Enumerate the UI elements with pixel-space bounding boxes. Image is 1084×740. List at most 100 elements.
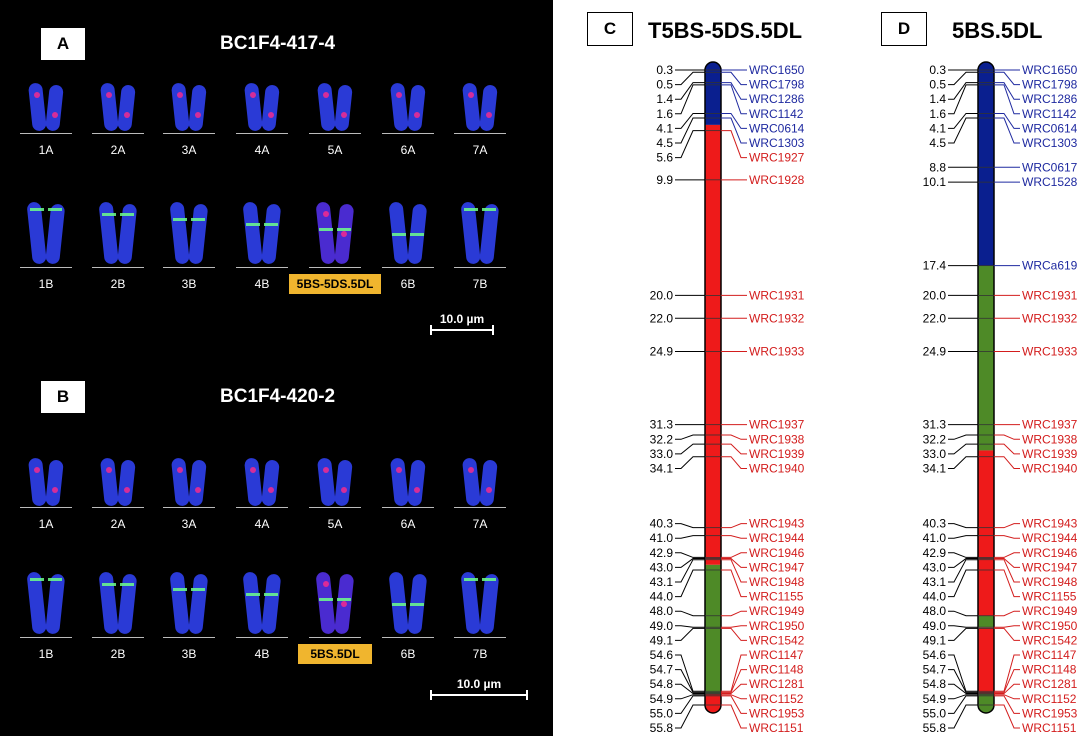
marker-position-connector	[948, 456, 978, 469]
chromosome-underline	[382, 637, 434, 638]
marker-position-label: 33.0	[923, 447, 947, 461]
marker-position-connector	[948, 535, 978, 539]
panel-d-label: D	[881, 12, 927, 46]
marker-position-label: 31.3	[923, 418, 947, 432]
marker-name-label: WRC1953	[749, 706, 805, 720]
marker-name-label: WRC1303	[749, 136, 805, 150]
marker-name-connector	[994, 610, 1020, 617]
marker-position-connector	[675, 552, 705, 558]
marker-name-connector	[721, 84, 747, 115]
chromosome-label: 7B	[472, 277, 488, 291]
chromosome-label: 2B	[110, 647, 126, 661]
marker-name-label: WRC1950	[1022, 619, 1078, 633]
marker-position-label: 24.9	[650, 344, 674, 358]
marker-position-connector	[948, 610, 978, 617]
marker-name-label: WRC1151	[1022, 721, 1077, 735]
marker-position-label: 10.1	[923, 175, 947, 189]
marker-position-label: 32.2	[650, 432, 674, 446]
marker-position-connector	[675, 558, 705, 568]
marker-name-label: WRC1933	[749, 344, 805, 358]
marker-name-label: WRC1944	[749, 531, 805, 545]
chromosome-label: 5A	[327, 517, 343, 531]
marker-name-connector	[721, 456, 747, 469]
marker-position-connector	[675, 82, 705, 100]
chromosome-underline	[92, 507, 144, 508]
marker-position-connector	[948, 552, 978, 558]
marker-name-connector	[721, 694, 747, 700]
marker-name-connector	[994, 84, 1020, 115]
marker-name-connector	[994, 695, 1020, 714]
marker-name-label: WRC1286	[1022, 92, 1078, 106]
chromosome-label: 4B	[254, 647, 270, 661]
marker-position-label: 32.2	[923, 432, 947, 446]
marker-position-connector	[948, 625, 978, 628]
marker-name-label: WRC1927	[749, 151, 805, 165]
marker-name-connector	[994, 694, 1020, 700]
marker-name-label: WRC1953	[1022, 706, 1078, 720]
marker-name-label: WRC1528	[1022, 175, 1078, 189]
marker-name-label: WRC1650	[749, 63, 805, 77]
marker-position-label: 0.3	[656, 63, 673, 77]
panel-a-scale-bar	[430, 325, 494, 335]
chromosome-underline	[382, 507, 434, 508]
marker-position-label: 54.6	[650, 648, 674, 662]
chromosome-underline	[309, 133, 361, 134]
marker-position-connector	[948, 569, 978, 598]
marker-position-label: 0.3	[929, 63, 946, 77]
marker-position-connector	[948, 112, 978, 129]
marker-position-label: 54.6	[923, 648, 947, 662]
marker-name-label: WRC1939	[749, 447, 805, 461]
chromosome-pair-1a	[28, 83, 64, 131]
marker-position-label: 40.3	[923, 517, 947, 531]
chromosome-label: 1A	[38, 143, 54, 157]
chromosome-pair-6b	[389, 572, 427, 634]
marker-name-label: WRC1142	[749, 107, 804, 121]
marker-name-label: WRC1931	[749, 288, 805, 302]
marker-name-connector	[994, 456, 1020, 469]
marker-name-label: WRC1542	[749, 633, 805, 647]
marker-position-connector	[675, 117, 705, 144]
marker-name-label: WRC1931	[1022, 288, 1078, 302]
marker-name-label: WRC1947	[749, 560, 805, 574]
chromosome-label: 3A	[181, 143, 197, 157]
marker-name-connector	[994, 552, 1020, 558]
marker-name-connector	[721, 552, 747, 558]
marker-position-label: 34.1	[650, 461, 674, 475]
chromosome-segment	[978, 265, 994, 451]
panel-b-scale-bar	[430, 690, 528, 700]
chromosome-pair-1a	[28, 458, 64, 506]
marker-position-connector	[948, 627, 978, 641]
marker-position-label: 9.9	[656, 173, 673, 187]
chromosome-pair-7a	[462, 83, 498, 131]
marker-position-label: 8.8	[929, 160, 946, 174]
chromosome-label: 7A	[472, 143, 488, 157]
marker-name-connector	[721, 559, 747, 583]
marker-name-label: WRC1303	[1022, 136, 1078, 150]
marker-name-label: WRC1944	[1022, 531, 1078, 545]
marker-name-connector	[721, 535, 747, 539]
chromosome-pair-2b	[99, 572, 137, 634]
marker-name-label: WRC1943	[1022, 517, 1078, 531]
chromosome-pair-6b	[389, 202, 427, 264]
chromosome-segment	[978, 615, 994, 628]
chromosome-label: 4A	[254, 143, 270, 157]
marker-position-connector	[675, 456, 705, 469]
marker-position-label: 33.0	[650, 447, 674, 461]
marker-position-label: 49.0	[923, 619, 947, 633]
marker-name-connector	[994, 654, 1020, 692]
chromosome-label: 3B	[181, 277, 197, 291]
chromosome-label: 6A	[400, 143, 416, 157]
marker-position-connector	[948, 669, 978, 693]
marker-position-connector	[675, 71, 705, 86]
chromosome-label: 4A	[254, 517, 270, 531]
chromosome-underline	[454, 507, 506, 508]
marker-position-label: 54.7	[650, 663, 674, 677]
marker-position-connector	[948, 559, 978, 583]
marker-position-connector	[948, 71, 978, 86]
chromosome-pair-4a	[244, 83, 280, 131]
marker-position-connector	[948, 443, 978, 455]
chromosome-pair-5a	[317, 83, 353, 131]
marker-name-label: WRC1946	[1022, 546, 1078, 560]
marker-position-label: 22.0	[923, 311, 947, 325]
chromosome-underline	[236, 267, 288, 268]
